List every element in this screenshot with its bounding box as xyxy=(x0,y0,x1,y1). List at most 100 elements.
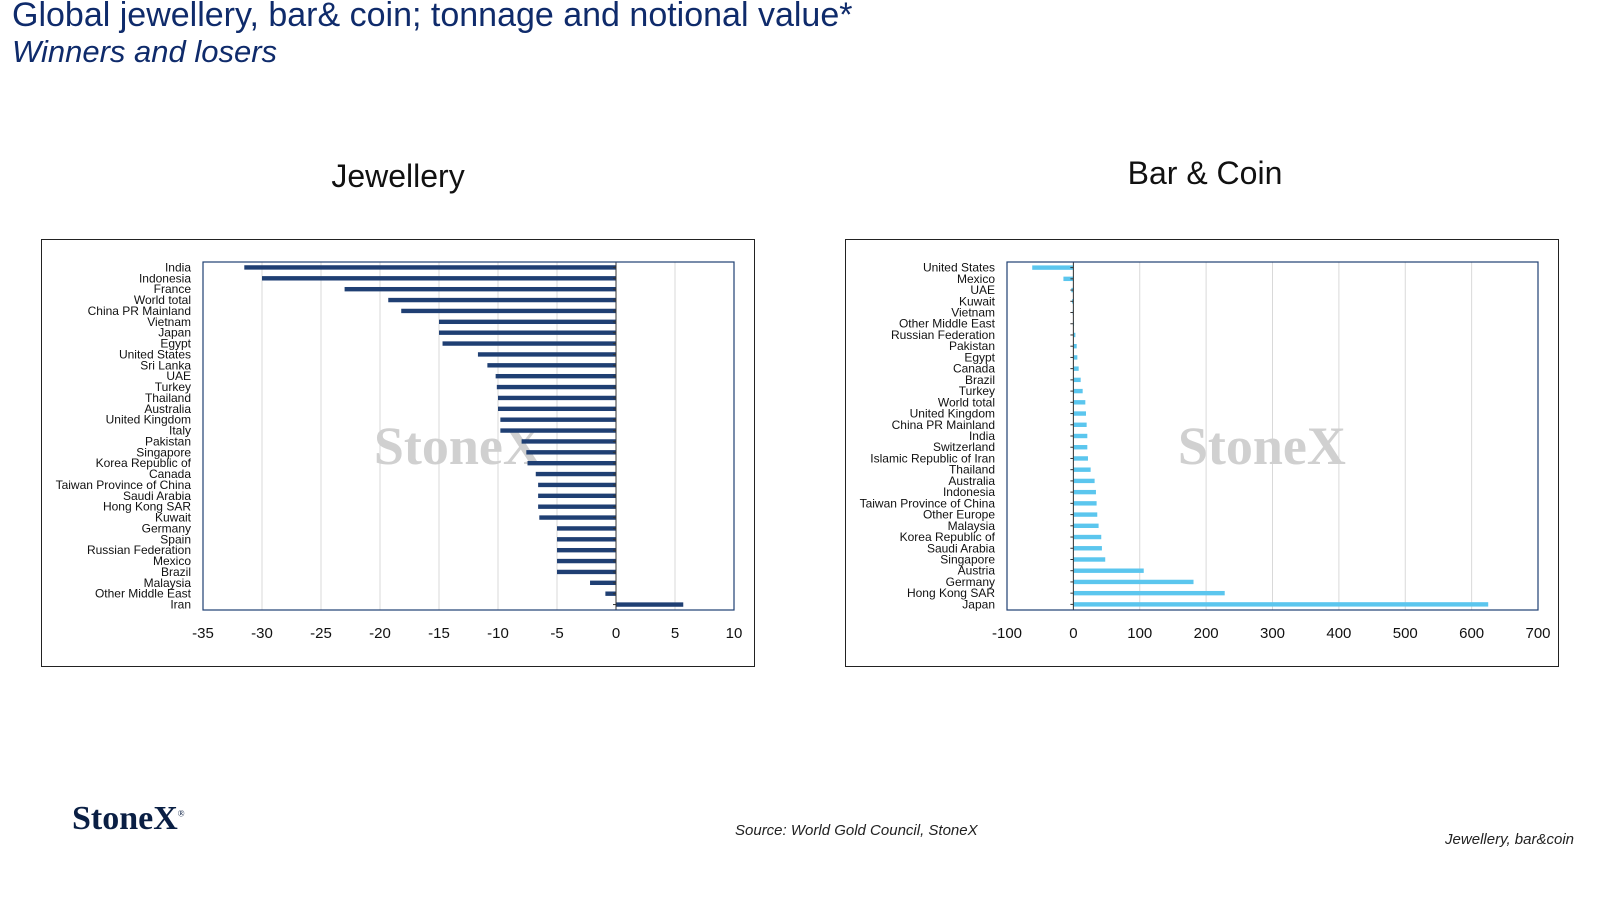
jewellery-bar xyxy=(538,504,616,509)
jewellery-bar xyxy=(244,265,617,270)
barcoin-category-label: Hong Kong SAR xyxy=(907,586,995,600)
jewellery-category-label: Hong Kong SAR xyxy=(103,500,191,514)
jewellery-bar xyxy=(344,286,616,292)
barcoin-chart: StoneX United StatesMexicoUAEKuwaitVietna… xyxy=(860,261,1551,642)
barcoin-bar xyxy=(1073,467,1091,472)
jewellery-bar xyxy=(439,319,616,325)
barcoin-category-label: Mexico xyxy=(957,272,995,286)
barcoin-bar xyxy=(1073,422,1087,427)
jewellery-bar xyxy=(557,569,616,575)
jewellery-category-label: Egypt xyxy=(160,337,191,351)
jewellery-category-label: Pakistan xyxy=(145,434,191,448)
barcoin-category-label: Vietnam xyxy=(951,306,995,320)
jewellery-bar xyxy=(487,363,616,368)
barcoin-category-label: China PR Mainland xyxy=(892,418,995,432)
jewellery-category-label: Germany xyxy=(142,521,191,535)
barcoin-category-label: Malaysia xyxy=(948,519,996,533)
jewellery-category-label: Iran xyxy=(170,598,191,612)
jewellery-tick-label: 5 xyxy=(671,625,679,642)
barcoin-bar xyxy=(1073,433,1088,439)
barcoin-category-label: Turkey xyxy=(959,384,995,398)
barcoin-category-label: Indonesia xyxy=(943,485,995,499)
barcoin-category-label: Saudi Arabia xyxy=(927,541,995,555)
jewellery-bar xyxy=(527,460,616,466)
barcoin-category-label: Other Middle East xyxy=(899,317,996,331)
jewellery-chart-frame: StoneX India Indonesia France World total Chi… xyxy=(41,239,755,667)
jewellery-bar xyxy=(521,439,616,444)
barcoin-bar xyxy=(1073,579,1194,585)
barcoin-category-label: Singapore xyxy=(940,552,995,566)
barcoin-bar xyxy=(1073,411,1086,416)
barcoin-bar xyxy=(1073,489,1096,495)
barcoin-bar xyxy=(1073,523,1099,529)
jewellery-bar xyxy=(557,547,616,553)
jewellery-bar xyxy=(500,417,616,422)
jewellery-bar xyxy=(616,602,684,607)
jewellery-bar xyxy=(498,406,616,412)
jewellery-category-label: World total xyxy=(134,293,191,307)
section-label: Jewellery, bar&coin xyxy=(1445,831,1574,848)
jewellery-tick-label: -25 xyxy=(310,625,332,642)
jewellery-bar xyxy=(557,526,616,531)
jewellery-category-label: Taiwan Province of China xyxy=(56,478,192,492)
barcoin-category-label: Kuwait xyxy=(959,294,996,308)
logo-registered-mark: ® xyxy=(177,808,185,819)
barcoin-bar xyxy=(1073,546,1102,551)
jewellery-bar xyxy=(538,482,616,488)
jewellery-category-label: Turkey xyxy=(155,380,191,394)
barcoin-tick-label: 0 xyxy=(1069,625,1077,642)
jewellery-category-label: Japan xyxy=(158,326,191,340)
jewellery-bar xyxy=(498,395,616,401)
jewellery-tick-label: -30 xyxy=(251,625,273,642)
jewellery-bar xyxy=(538,493,616,499)
barcoin-category-label: World total xyxy=(938,395,995,409)
barcoin-category-label: India xyxy=(969,429,995,443)
barcoin-category-label: Germany xyxy=(946,575,995,589)
jewellery-category-label: France xyxy=(154,282,192,296)
barcoin-tick-label: 600 xyxy=(1459,625,1484,642)
jewellery-bar xyxy=(557,558,616,564)
barcoin-tick-label: 700 xyxy=(1525,625,1550,642)
barcoin-plot-border xyxy=(1006,261,1539,611)
jewellery-category-label: Mexico xyxy=(153,554,191,568)
barcoin-category-label: United Kingdom xyxy=(910,407,995,421)
jewellery-tick-label: -10 xyxy=(487,625,509,642)
jewellery-category-label: Indonesia xyxy=(139,271,191,285)
barcoin-bar xyxy=(1073,534,1102,540)
jewellery-bar xyxy=(477,352,616,357)
barcoin-tick-label: 400 xyxy=(1326,625,1351,642)
jewellery-tick-label: -15 xyxy=(428,625,450,642)
barcoin-bar xyxy=(1073,445,1088,450)
jewellery-plot-border xyxy=(202,261,735,611)
jewellery-category-label: Spain xyxy=(160,532,191,546)
barcoin-category-label: Brazil xyxy=(965,373,995,387)
jewellery-category-label: Saudi Arabia xyxy=(123,489,191,503)
jewellery-category-label: Canada xyxy=(149,467,191,481)
barcoin-chart-frame: StoneX United States Mexico UAE Kuwait Vietna… xyxy=(845,239,1559,667)
jewellery-category-label: United Kingdom xyxy=(106,413,191,427)
jewellery-category-label: Kuwait xyxy=(155,511,192,525)
jewellery-bar xyxy=(495,373,616,379)
jewellery-category-label: Other Middle East xyxy=(95,587,192,601)
barcoin-category-label: Australia xyxy=(948,474,995,488)
barcoin-tick-label: 100 xyxy=(1127,625,1152,642)
barcoin-bar xyxy=(1073,377,1081,383)
stonex-logo: StoneX® xyxy=(72,800,185,838)
jewellery-category-label: UAE xyxy=(166,369,191,383)
logo-text: StoneX xyxy=(72,800,178,837)
barcoin-tick-label: -100 xyxy=(992,625,1022,642)
jewellery-bar xyxy=(590,580,616,586)
barcoin-bar xyxy=(1063,276,1074,282)
jewellery-category-label: Australia xyxy=(144,402,191,416)
source-note: Source: World Gold Council, StoneX xyxy=(735,822,978,839)
jewellery-tick-label: 0 xyxy=(612,625,620,642)
barcoin-category-label: Egypt xyxy=(964,350,995,364)
barcoin-category-label: Austria xyxy=(958,564,996,578)
barcoin-bar xyxy=(1073,332,1076,338)
jewellery-watermark: StoneX xyxy=(374,416,542,476)
jewellery-category-label: Brazil xyxy=(161,565,191,579)
barcoin-category-label: Pakistan xyxy=(949,339,995,353)
barcoin-category-label: Islamic Republic of Iran xyxy=(870,451,995,465)
jewellery-bar xyxy=(526,450,616,455)
barcoin-category-label: Korea Republic of xyxy=(900,530,996,544)
